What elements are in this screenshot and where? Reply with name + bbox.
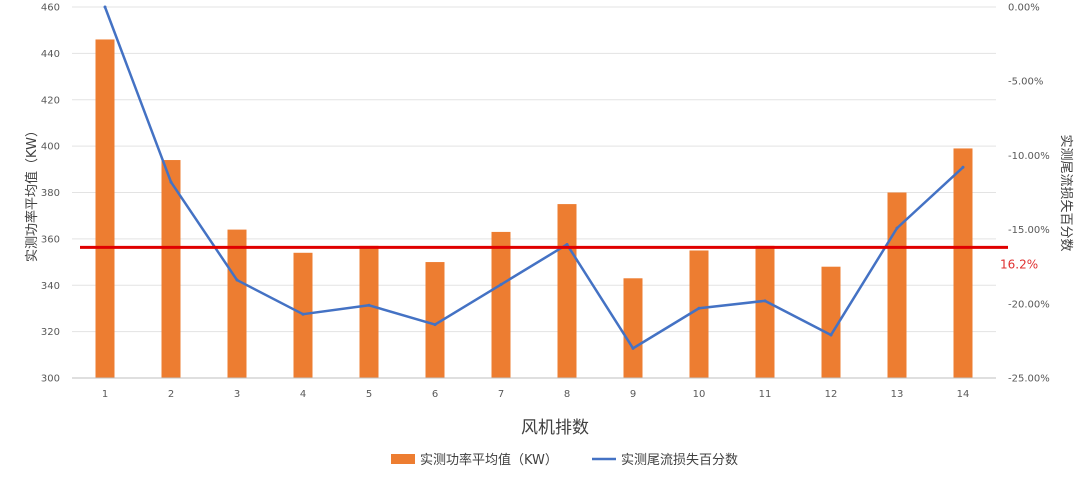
x-tick-label: 2 <box>168 389 174 400</box>
x-tick-label: 1 <box>102 389 108 400</box>
y2-tick-label: -5.00% <box>1008 77 1043 88</box>
x-tick-label: 11 <box>759 389 772 400</box>
bar <box>623 278 643 378</box>
gridlines <box>72 6 996 333</box>
x-tick-label: 3 <box>234 389 240 400</box>
y-tick-label: 460 <box>41 3 60 14</box>
y2-tick-label: -20.00% <box>1008 299 1050 310</box>
legend-label-bar: 实测功率平均值（KW） <box>420 452 558 468</box>
line-point <box>499 283 503 287</box>
bar <box>953 148 973 378</box>
line-point <box>895 226 899 230</box>
y-tick-label: 320 <box>41 327 60 338</box>
legend: 实测功率平均值（KW） 实测尾流损失百分数 <box>391 452 738 468</box>
y-tick-label: 380 <box>41 188 60 199</box>
y-tick-label: 420 <box>41 95 60 106</box>
line-point <box>433 323 437 327</box>
bar-series <box>95 39 973 379</box>
bar <box>689 250 709 378</box>
line-point <box>961 165 965 169</box>
line-point <box>103 5 107 9</box>
bar <box>821 266 841 378</box>
line-point <box>235 278 239 282</box>
line-point <box>829 333 833 337</box>
reference-line-group: 16.2% <box>80 245 1038 271</box>
line-point <box>301 312 305 316</box>
bar <box>161 160 181 378</box>
line-point <box>565 242 569 246</box>
axes: 300 320 340 360 380 400 420 440 460 0.00% -5.00% -1… <box>41 3 1050 401</box>
line-series <box>103 5 965 350</box>
y2-tick-label: -10.00% <box>1008 151 1050 162</box>
x-tick-label: 10 <box>693 389 706 400</box>
x-tick-label: 6 <box>432 389 438 400</box>
bar <box>557 204 577 378</box>
x-tick-label: 12 <box>825 389 838 400</box>
y2-tick-label: -25.00% <box>1008 374 1050 385</box>
bar <box>359 245 379 378</box>
line-point <box>367 303 371 307</box>
x-axis-title: 风机排数 <box>521 418 589 438</box>
bar <box>491 231 511 378</box>
y2-axis-title: 实测尾流损失百分数 <box>1058 134 1073 251</box>
line-path <box>103 6 964 350</box>
x-tick-label: 8 <box>564 389 570 400</box>
x-tick-label: 13 <box>891 389 904 400</box>
reference-line-label: 16.2% <box>1000 257 1038 271</box>
line-point <box>169 180 173 184</box>
bar <box>755 245 775 378</box>
x-tick-label: 14 <box>957 389 970 400</box>
x-tick-label: 9 <box>630 389 636 400</box>
line-point <box>763 299 767 303</box>
y-tick-label: 360 <box>41 234 60 245</box>
y2-tick-label: -15.00% <box>1008 225 1050 236</box>
y-axis-title: 实测功率平均值（KW） <box>24 124 40 262</box>
y-tick-label: 300 <box>41 374 60 385</box>
x-tick-label: 4 <box>300 389 306 400</box>
x-tick-label: 7 <box>498 389 504 400</box>
bar <box>887 192 907 378</box>
y-tick-label: 440 <box>41 49 60 60</box>
y2-tick-label: 0.00% <box>1008 3 1040 14</box>
line-point <box>631 346 635 350</box>
x-tick-label: 5 <box>366 389 372 400</box>
legend-swatch-bar <box>391 454 415 464</box>
line-point <box>697 306 701 310</box>
bar <box>95 39 115 379</box>
bar <box>425 262 445 378</box>
y-tick-label: 400 <box>41 142 60 153</box>
legend-label-line: 实测尾流损失百分数 <box>621 453 738 468</box>
bar <box>227 229 247 378</box>
y-tick-label: 340 <box>41 281 60 292</box>
